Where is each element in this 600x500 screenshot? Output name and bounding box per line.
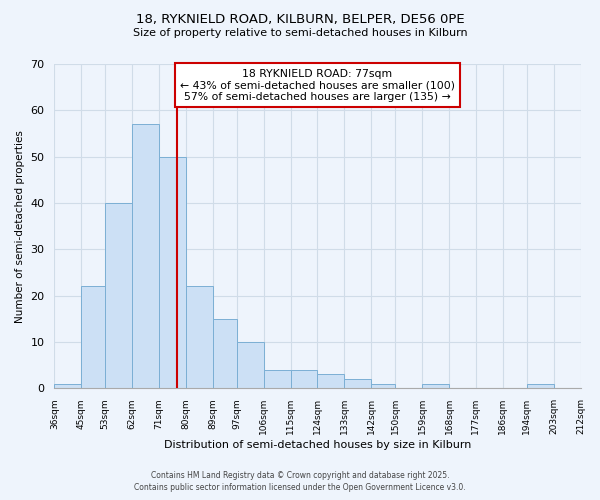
Bar (213, 319, 237, 388)
Bar (132, 124, 159, 388)
Text: 18 RYKNIELD ROAD: 77sqm
← 43% of semi-detached houses are smaller (100)
57% of s: 18 RYKNIELD ROAD: 77sqm ← 43% of semi-de… (180, 69, 455, 102)
Bar (159, 156, 186, 388)
Bar (290, 370, 317, 388)
Text: Contains HM Land Registry data © Crown copyright and database right 2025.
Contai: Contains HM Land Registry data © Crown c… (134, 471, 466, 492)
Text: Size of property relative to semi-detached houses in Kilburn: Size of property relative to semi-detach… (133, 28, 467, 38)
Bar (263, 370, 290, 388)
Bar (527, 384, 554, 388)
Bar (317, 374, 344, 388)
Bar (82, 286, 105, 388)
Y-axis label: Number of semi-detached properties: Number of semi-detached properties (15, 130, 25, 322)
Bar (344, 379, 371, 388)
Text: 18, RYKNIELD ROAD, KILBURN, BELPER, DE56 0PE: 18, RYKNIELD ROAD, KILBURN, BELPER, DE56… (136, 12, 464, 26)
Bar (371, 384, 395, 388)
Bar (422, 384, 449, 388)
Bar (55, 384, 82, 388)
Bar (186, 286, 213, 388)
X-axis label: Distribution of semi-detached houses by size in Kilburn: Distribution of semi-detached houses by … (164, 440, 471, 450)
Bar (105, 203, 132, 388)
Bar (237, 342, 263, 388)
